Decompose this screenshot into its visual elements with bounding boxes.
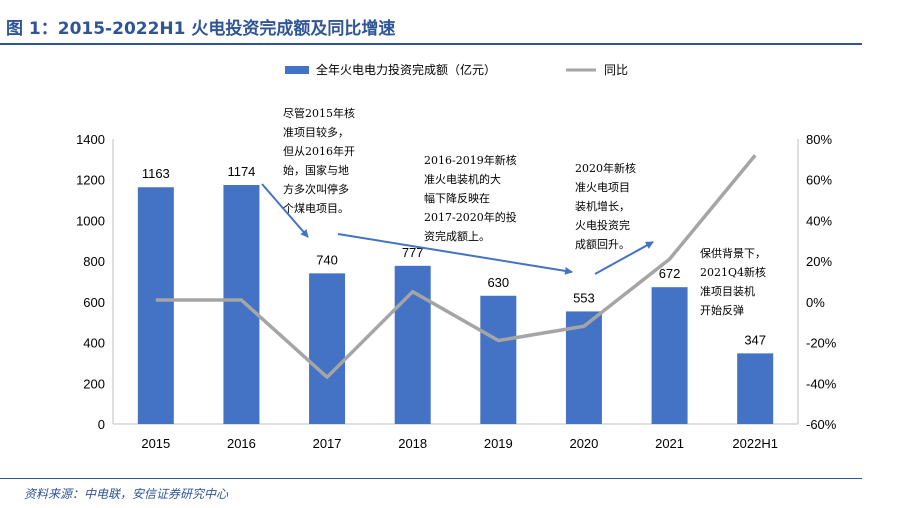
y2-tick-label: 20% xyxy=(806,254,832,269)
bar-data-label: 777 xyxy=(402,245,424,260)
yoy-line-series xyxy=(155,154,757,379)
y-tick-label: 400 xyxy=(83,336,105,351)
arrow-to-2020 xyxy=(337,233,573,275)
x-tick-label: 2019 xyxy=(484,436,513,451)
annotation-2017: 尽管2015年核 准项目较多， 但从2016年开 始，国家与地 方多次叫停多 个… xyxy=(283,106,355,215)
annotation-2020-line-2: 准火电装机的大 xyxy=(424,172,501,186)
bar-data-label: 630 xyxy=(487,275,509,290)
chart-title: 图 1：2015-2022H1 火电投资完成额及同比增速 xyxy=(6,19,396,39)
bar xyxy=(137,187,174,424)
x-tick-label: 2021 xyxy=(655,436,684,451)
y-tick-label: 1000 xyxy=(76,213,105,228)
bar-data-label: 672 xyxy=(659,266,681,281)
annotation-2020-line-1: 2016-2019年新核 xyxy=(424,153,517,167)
x-tick-label: 2015 xyxy=(141,436,170,451)
y-tick-label: 600 xyxy=(83,295,105,310)
annotation-2021-line-5: 成额回升。 xyxy=(575,238,630,251)
chart-canvas: 全年火电电力投资完成额（亿元） 同比 1163 1174 740 777 630 553 6… xyxy=(76,62,837,451)
legend-bar-label: 全年火电电力投资完成额（亿元） xyxy=(316,62,496,77)
y2-tick-label: 60% xyxy=(806,173,832,188)
x-tick-label: 2022H1 xyxy=(732,436,778,451)
bar xyxy=(309,273,346,424)
footer-rule xyxy=(0,478,862,479)
annotation-2021: 2020年新核 准火电项目 装机增长， 火电投资完 成额回升。 xyxy=(575,161,636,251)
y2-tick-label: 0% xyxy=(806,295,825,310)
y-tick-label: 1400 xyxy=(76,132,105,147)
annotation-2020-line-3: 幅下降反映在 xyxy=(424,191,490,205)
bar xyxy=(737,353,774,424)
bar-data-labels: 1163 1174 740 777 630 553 672 347 xyxy=(142,164,766,347)
annotation-2021-line-3: 装机增长， xyxy=(575,199,630,213)
legend-line-label: 同比 xyxy=(604,63,628,77)
x-tick-label: 2017 xyxy=(313,436,342,451)
annotation-2017-line-4: 始，国家与地 xyxy=(283,163,349,177)
annotation-2017-line-6: 个煤电项目。 xyxy=(283,202,349,215)
x-tick-label: 2016 xyxy=(227,436,256,451)
bar-data-label: 740 xyxy=(316,252,338,267)
annotation-2022h1-line-1: 保供背景下， xyxy=(700,246,766,260)
annotation-2021-line-1: 2020年新核 xyxy=(575,161,636,175)
annotation-2022h1-line-4: 开始反弹 xyxy=(700,303,744,317)
annotation-2021-line-2: 准火电项目 xyxy=(575,181,630,194)
annotation-2022h1: 保供背景下， 2021Q4新核 准项目装机 开始反弹 xyxy=(700,246,766,317)
y-tick-label: 200 xyxy=(83,376,105,391)
legend-bar-swatch xyxy=(285,66,309,74)
bar xyxy=(394,265,431,424)
legend: 全年火电电力投资完成额（亿元） 同比 xyxy=(285,62,628,77)
bar xyxy=(651,287,688,424)
y2-tick-label: 80% xyxy=(806,132,832,147)
tick-labels: 0 200 400 600 800 1000 1200 1400 -60% -40% -20% 0% 2… xyxy=(76,132,837,451)
bar-data-label: 1163 xyxy=(142,166,170,181)
y2-tick-label: 40% xyxy=(806,213,832,228)
arrow-to-2021 xyxy=(594,241,654,275)
bar-data-label: 347 xyxy=(744,332,766,347)
annotation-2022h1-line-3: 准项目装机 xyxy=(700,284,755,298)
bar-data-label: 1174 xyxy=(227,164,255,179)
annotation-2020: 2016-2019年新核 准火电装机的大 幅下降反映在 2017-2020年的投… xyxy=(424,153,517,243)
annotation-2017-line-3: 但从2016年开 xyxy=(283,144,355,158)
annotation-2020-line-4: 2017-2020年的投 xyxy=(424,210,517,224)
title-rule xyxy=(0,43,862,45)
bar xyxy=(223,185,260,424)
y-tick-label: 800 xyxy=(83,254,105,269)
x-tick-label: 2020 xyxy=(569,436,598,451)
bar-series xyxy=(137,185,774,424)
annotation-2022h1-line-2: 2021Q4新核 xyxy=(700,265,766,279)
annotation-2021-line-4: 火电投资完 xyxy=(575,218,630,232)
y2-tick-label: -20% xyxy=(806,336,837,351)
y2-tick-label: -40% xyxy=(806,376,837,391)
x-tick-label: 2018 xyxy=(398,436,427,451)
y2-tick-label: -60% xyxy=(806,417,837,432)
annotation-2017-line-5: 方多次叫停多 xyxy=(283,182,349,196)
bar-data-label: 553 xyxy=(573,290,595,305)
y-tick-label: 1200 xyxy=(76,173,105,188)
annotation-2017-line-2: 准项目较多， xyxy=(283,125,349,139)
arrow-to-2017 xyxy=(261,183,309,238)
yoy-line xyxy=(155,154,757,379)
y-tick-label: 0 xyxy=(98,417,105,432)
source-note: 资料来源：中电联，安信证券研究中心 xyxy=(24,487,229,501)
bar xyxy=(480,295,517,424)
bar xyxy=(565,311,602,424)
annotation-2020-line-5: 资完成额上。 xyxy=(424,229,490,243)
annotation-2017-line-1: 尽管2015年核 xyxy=(283,106,355,120)
